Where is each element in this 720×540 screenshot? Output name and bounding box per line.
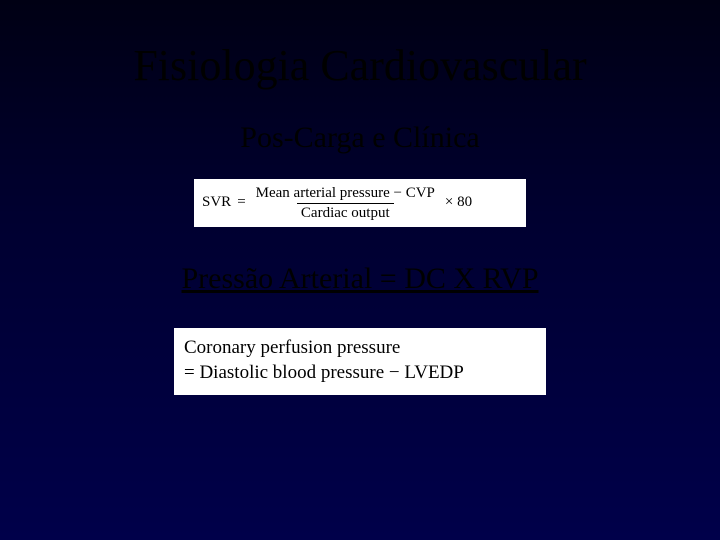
svr-formula-box: SVR = Mean arterial pressure − CVP Cardi… [194,179,526,227]
coronary-line2: = Diastolic blood pressure − LVEDP [184,361,536,386]
svr-numerator: Mean arterial pressure − CVP [252,185,439,203]
svr-fraction: Mean arterial pressure − CVP Cardiac out… [252,185,439,221]
coronary-line1: Coronary perfusion pressure [184,336,536,361]
arterial-pressure-equation: Pressão Arterial = DC X RVP [0,262,720,296]
svr-eq: = [237,193,245,213]
svr-lhs: SVR [202,193,231,213]
slide-subtitle: Pos-Carga e Clínica [0,121,720,155]
svr-tail: × 80 [445,193,472,213]
slide: Fisiologia Cardiovascular Pos-Carga e Cl… [0,0,720,540]
svr-denominator: Cardiac output [297,203,394,222]
slide-title: Fisiologia Cardiovascular [0,40,720,91]
coronary-perfusion-box: Coronary perfusion pressure = Diastolic … [174,328,546,395]
